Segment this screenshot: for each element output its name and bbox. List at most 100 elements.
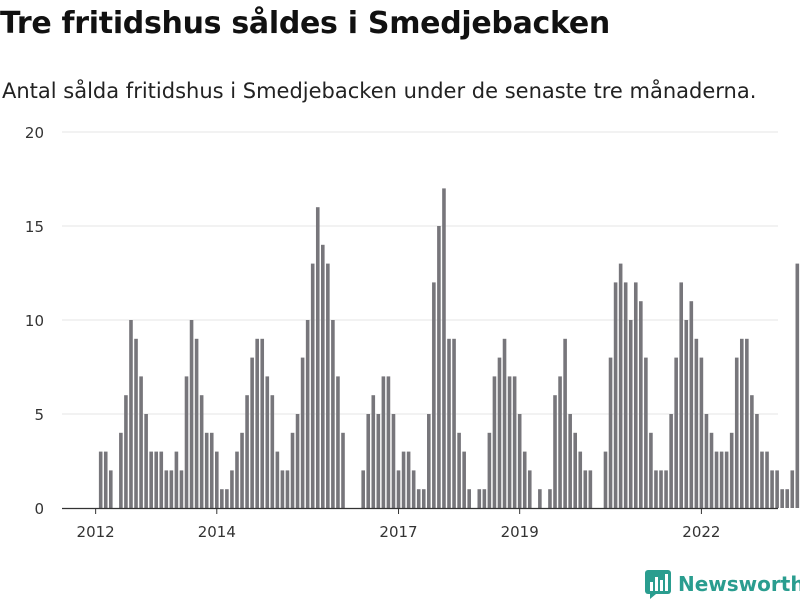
bar [664, 470, 668, 508]
bar [129, 320, 133, 508]
bar [199, 395, 204, 508]
bar [563, 338, 567, 508]
bar [487, 432, 492, 508]
bar [492, 376, 497, 508]
bar [502, 338, 507, 508]
bar [699, 357, 704, 508]
x-axis: 201220142017201920222024 [62, 507, 778, 541]
y-tick-label: 20 [25, 124, 44, 142]
bar [220, 489, 224, 508]
bar [750, 395, 754, 508]
bar [285, 470, 290, 508]
bar [548, 489, 552, 508]
bar [401, 451, 406, 508]
bar [527, 470, 532, 508]
x-tick-label: 2019 [501, 523, 539, 541]
bar [679, 282, 684, 508]
bar [250, 357, 254, 508]
bar [775, 470, 779, 508]
bar [669, 414, 673, 508]
bar [189, 320, 194, 508]
x-tick-label: 2022 [682, 523, 720, 541]
bar [245, 395, 249, 508]
bar [371, 395, 376, 508]
x-tick-label: 2014 [198, 523, 236, 541]
bar [457, 432, 461, 508]
bar [704, 414, 709, 508]
bar [497, 357, 502, 508]
bar [174, 451, 179, 508]
bar [437, 226, 441, 508]
x-tick-label: 2012 [77, 523, 115, 541]
gridlines [62, 131, 778, 415]
bar [416, 489, 421, 508]
brand-name: Newsworthy [678, 572, 800, 596]
bar [684, 320, 689, 508]
bar [432, 282, 436, 508]
bar [336, 376, 340, 508]
bar [739, 338, 744, 508]
bar [164, 470, 169, 508]
newsworthy-icon [645, 570, 671, 599]
bar [103, 451, 108, 508]
y-tick-label: 0 [34, 500, 44, 518]
bar [427, 414, 431, 508]
bar [275, 451, 280, 508]
bar [770, 470, 774, 508]
bar [154, 451, 159, 508]
bar [270, 395, 275, 508]
bar [694, 338, 699, 508]
bar [639, 301, 643, 508]
bar [265, 376, 270, 508]
bar [689, 301, 694, 508]
bar [765, 451, 769, 508]
bar [230, 470, 234, 508]
bar [628, 320, 633, 508]
bar [194, 338, 199, 508]
bar [159, 451, 164, 508]
bar [734, 357, 739, 508]
bar [310, 263, 315, 508]
bar [406, 451, 411, 508]
bar [795, 263, 800, 508]
bar [538, 489, 542, 508]
bar [119, 432, 123, 508]
y-axis-labels: 0 5 10 15 20 [25, 124, 44, 518]
bar [553, 395, 557, 508]
newsworthy-logo: Newsworthy [644, 568, 800, 600]
bar [649, 432, 653, 508]
bar [134, 338, 138, 508]
bar [361, 470, 365, 508]
bar [785, 489, 790, 508]
bar [583, 470, 588, 508]
bar [179, 470, 184, 508]
bar [482, 489, 487, 508]
bar [603, 451, 608, 508]
bar [295, 414, 300, 508]
bar [169, 470, 174, 508]
bar [381, 376, 386, 508]
bar [755, 414, 759, 508]
bar [144, 414, 148, 508]
bar [331, 320, 335, 508]
x-tick-label: 2017 [379, 523, 417, 541]
y-tick-label: 15 [25, 218, 44, 236]
bar [608, 357, 613, 508]
chart-subtitle: Antal sålda fritidshus i Smedjebacken un… [2, 79, 757, 103]
bar [341, 432, 345, 508]
bar [644, 357, 648, 508]
bar [452, 338, 456, 508]
bar [568, 414, 572, 508]
bar [184, 376, 189, 508]
bar [442, 188, 446, 508]
bar [467, 489, 471, 508]
bar [391, 414, 396, 508]
bar [709, 432, 714, 508]
bar [618, 263, 623, 508]
bar [558, 376, 562, 508]
bar [240, 432, 244, 508]
bar [790, 470, 795, 508]
bar [447, 338, 451, 508]
bar [366, 414, 371, 508]
